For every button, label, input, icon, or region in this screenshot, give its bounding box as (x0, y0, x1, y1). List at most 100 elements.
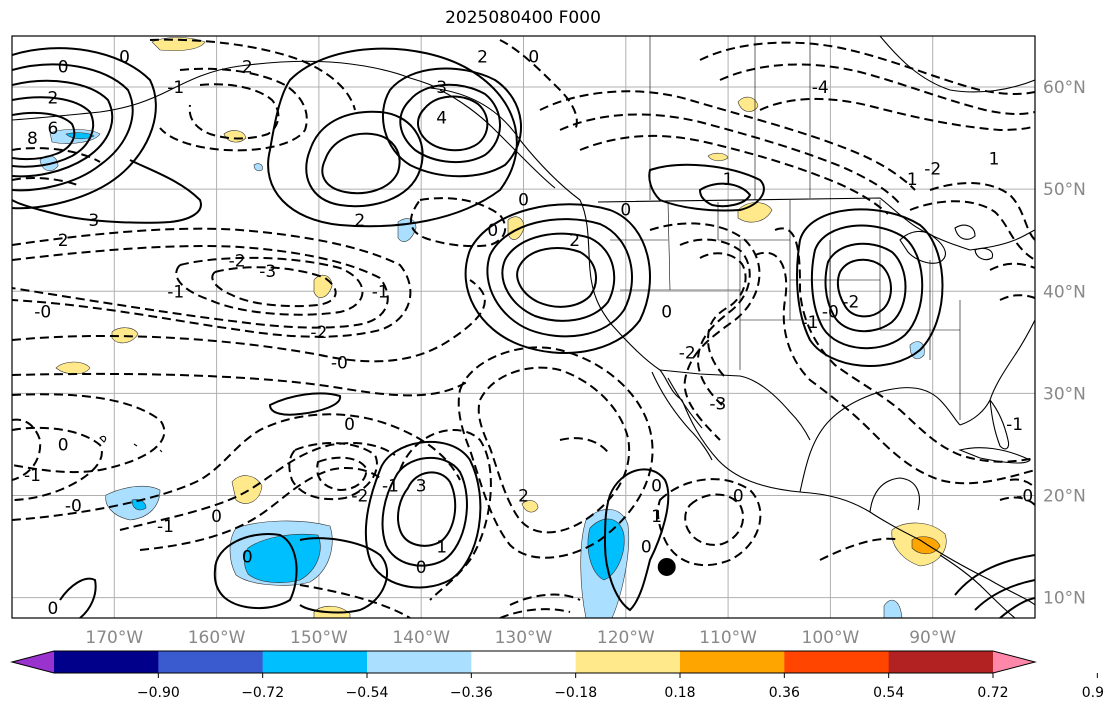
contour-dashed (12, 147, 101, 187)
contour-value-label: 0 (416, 558, 427, 578)
contour-dashed (410, 197, 507, 248)
contour-dashed (999, 478, 1035, 506)
latitude-label: 30°N (1043, 384, 1086, 404)
contour-dashed (579, 134, 889, 215)
contour-dashed (699, 41, 1035, 95)
chart-title: 2025080400 F000 (445, 8, 601, 28)
colorbar-tick-label: 0.72 (977, 685, 1008, 701)
contour-solid (267, 47, 518, 228)
contour-value-label: -2 (679, 344, 696, 364)
map-frame (11, 35, 1036, 619)
contour-value-label: -1 (157, 517, 174, 537)
contour-value-label: -1 (801, 313, 818, 333)
contour-dashed (12, 279, 486, 363)
contour-value-label: -0 (331, 354, 348, 374)
contour-solid (12, 79, 114, 178)
contour-value-label: 1 (989, 150, 1000, 170)
contour-value-label: 0 (48, 599, 59, 619)
contour-dashed (774, 227, 1035, 463)
latitude-label: 40°N (1043, 282, 1086, 302)
contour-solid (954, 554, 1035, 618)
contour-dashed (12, 426, 103, 501)
negative-anomaly-area (243, 533, 321, 583)
positive-anomaly-area (151, 37, 206, 52)
contour-value-label: 1 (651, 507, 662, 527)
colorbar-tick-label: −0.18 (554, 685, 597, 701)
contour-solid (381, 456, 468, 567)
contour-dashed (909, 200, 1035, 261)
contour-value-label: 8 (27, 129, 38, 149)
longitude-label: 100°W (802, 628, 860, 648)
contour-solid (836, 258, 892, 318)
contour-dashed (12, 227, 412, 338)
contour-dashed (159, 67, 308, 152)
positive-anomaly-area (707, 152, 729, 162)
coastline-yucatan (869, 477, 920, 513)
contour-solid (501, 232, 616, 322)
contour-value-label: -1 (372, 282, 389, 302)
positive-anomaly-area (507, 216, 525, 240)
longitude-label: 90°W (909, 628, 956, 648)
contour-value-label: -2 (842, 292, 859, 312)
coastline-north-america-west (429, 87, 1035, 606)
contour-solid (12, 111, 76, 161)
longitude-label: 120°W (597, 628, 655, 648)
contour-solid (364, 440, 482, 589)
contour-value-label: -3 (259, 262, 276, 282)
colorbar-segment (158, 651, 264, 673)
contour-value-label: 0 (528, 47, 539, 67)
contour-solid (648, 163, 765, 212)
colorbar-outline (10, 650, 1037, 674)
positive-anomaly-area (911, 536, 941, 555)
contour-value-label: -2 (310, 323, 327, 343)
contour-dashed (656, 478, 762, 567)
contour-value-label: -0 (65, 497, 82, 517)
contour-dashed (499, 39, 578, 131)
contour-dashed (819, 537, 901, 561)
positive-anomaly-area (231, 475, 263, 504)
contour-value-label: 1 (436, 538, 447, 558)
contour-value-label: 0 (518, 190, 529, 210)
contour-solid (299, 537, 389, 614)
colorbar-tick-label: 0.90 (1082, 685, 1105, 701)
coastline-baja (651, 371, 713, 461)
contour-dashed (539, 90, 916, 191)
contour-value-label: 0 (211, 507, 222, 527)
contour-dashed (12, 393, 166, 474)
contour-value-label: 2 (569, 231, 580, 251)
contour-solid (12, 96, 95, 168)
contour-value-label: 2 (354, 211, 365, 231)
contour-value-label: 3 (416, 476, 427, 496)
contour-dashed (929, 182, 1035, 241)
contour-dashed (754, 251, 1035, 485)
contour-solid (321, 132, 401, 195)
positive-anomaly-area (737, 96, 759, 112)
colorbar (10, 650, 1098, 678)
longitude-label: 130°W (495, 628, 553, 648)
contours (12, 38, 1035, 618)
contour-solid (12, 63, 134, 192)
contour-value-label: 0 (487, 221, 498, 241)
contour-value-label: 2 (58, 231, 69, 251)
contour-value-label: 2 (48, 88, 59, 108)
location-marker (657, 557, 676, 576)
positive-anomaly-area (521, 500, 539, 513)
contour-dashed (699, 252, 747, 379)
coastlines-and-borders (12, 36, 1035, 618)
central-america (939, 554, 1016, 618)
contour-value-label: -2 (351, 486, 368, 506)
contour-dashed (559, 113, 901, 205)
contour-value-label: 0 (119, 47, 130, 67)
contour-value-label: 6 (48, 119, 59, 139)
contour-solid (810, 224, 924, 350)
contour-dashed (477, 366, 631, 534)
contour-dashed (12, 413, 461, 521)
contour-value-label: 0 (733, 486, 744, 506)
contour-dashed (719, 63, 1035, 115)
contour-dashed (499, 593, 581, 618)
contour-dashed (12, 418, 42, 481)
contour-solid (397, 471, 457, 547)
contour-dashed (12, 245, 389, 329)
contour-value-label: 1 (723, 170, 734, 190)
contour-value-label: 0 (242, 548, 253, 568)
